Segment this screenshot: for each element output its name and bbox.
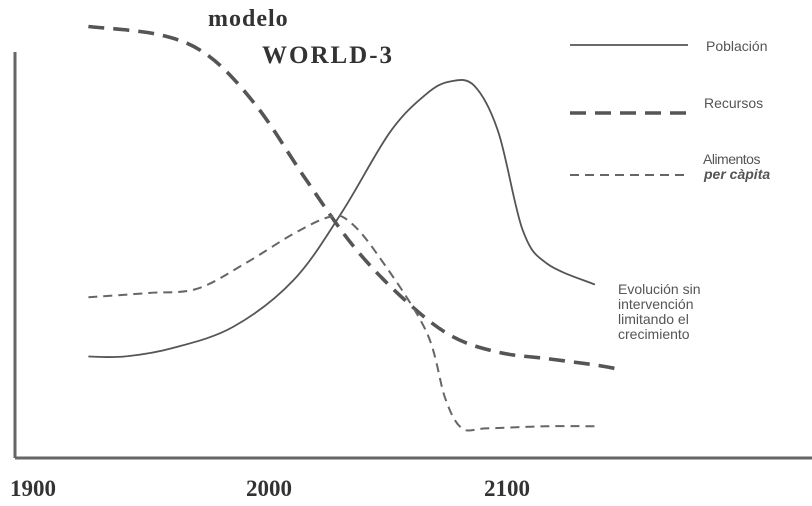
series-line-alimentos xyxy=(88,214,595,432)
annotation-line-4: crecimiento xyxy=(618,326,690,342)
annotation-line-3: limitando el xyxy=(618,311,689,327)
x-tick-label-2100: 2100 xyxy=(484,476,530,501)
chart-title-line-1: modelo xyxy=(208,6,289,32)
legend-label-poblacion: Población xyxy=(706,38,768,54)
series-line-poblacion xyxy=(88,79,596,359)
x-tick-label-2000: 2000 xyxy=(246,476,292,501)
legend-label-per-capita: per càpita xyxy=(704,166,771,182)
chart-legend-swatches xyxy=(570,44,688,176)
annotation-line-2: intervención xyxy=(618,296,694,312)
chart-annotation: Evolución sin intervención limitando el … xyxy=(618,282,788,342)
chart-title-line-2: WORLD-3 xyxy=(262,42,395,69)
annotation-line-1: Evolución sin xyxy=(618,281,701,297)
chart-axes xyxy=(13,52,812,460)
series-line-recursos xyxy=(88,24,620,371)
chart-series xyxy=(88,24,620,432)
legend-label-alimentos: Alimentos xyxy=(703,151,760,167)
x-tick-label-1900: 1900 xyxy=(10,476,56,501)
legend-label-recursos: Recursos xyxy=(704,95,764,111)
